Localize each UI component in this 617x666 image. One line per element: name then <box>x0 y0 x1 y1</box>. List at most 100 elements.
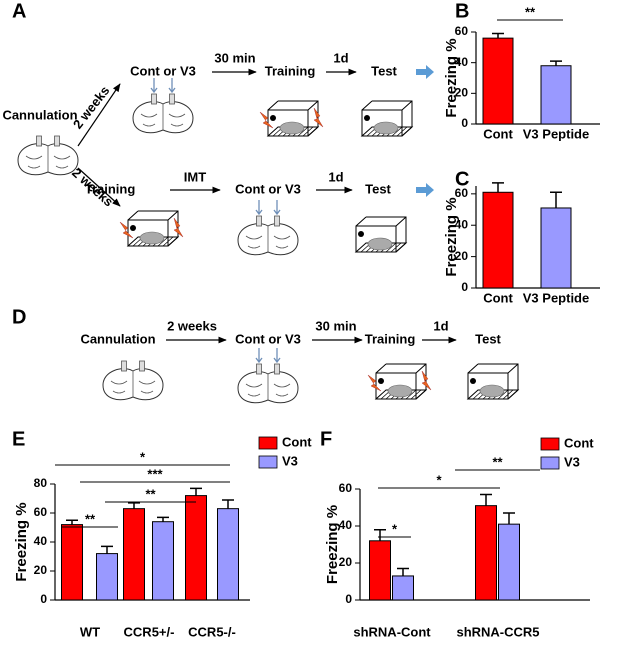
panel-label: E <box>12 428 25 450</box>
legend-label: V3 <box>564 454 580 469</box>
cue <box>470 378 476 384</box>
label: 1d <box>328 169 343 184</box>
grid-floor <box>157 236 169 247</box>
error-bar <box>222 499 234 509</box>
y-tick-label: 60 <box>339 481 353 495</box>
bar <box>369 540 391 601</box>
label: IMT <box>184 169 206 184</box>
shock <box>313 107 324 128</box>
label: Training <box>365 331 416 346</box>
legend-label: V3 <box>282 453 298 468</box>
mouse <box>479 384 505 398</box>
significance-label: ** <box>525 4 536 19</box>
injection-arrow <box>168 78 176 94</box>
grid-floor <box>297 126 309 137</box>
y-tick-label: 20 <box>455 249 469 263</box>
y-tick-label: 40 <box>34 534 48 548</box>
bar <box>482 37 514 125</box>
bar <box>152 521 174 601</box>
significance-label: * <box>392 521 398 536</box>
label: shRNA-CCR5 <box>456 624 539 639</box>
chamber <box>375 363 427 400</box>
bar <box>185 495 207 601</box>
significance-label: ** <box>85 511 96 526</box>
chamber <box>267 100 319 137</box>
label: CCR5-/- <box>188 624 236 639</box>
chamber-icon <box>367 363 432 400</box>
bar <box>392 575 414 601</box>
significance-label: *** <box>147 466 163 481</box>
significance-label: ** <box>145 486 156 501</box>
injection-arrow <box>255 348 263 364</box>
label: V3 Peptide <box>523 290 589 305</box>
label: Cont <box>483 290 513 305</box>
y-axis-label: Freezing % <box>13 502 30 581</box>
mouse <box>387 384 413 398</box>
cannula <box>169 93 175 105</box>
error-bar <box>550 60 562 66</box>
legend-swatch <box>258 455 278 469</box>
mouse <box>367 237 393 251</box>
label: Cont or V3 <box>235 331 301 346</box>
cannula <box>54 135 60 147</box>
y-axis-label: Freezing % <box>443 197 460 276</box>
legend-swatch <box>258 436 278 450</box>
injection-arrow <box>273 200 281 216</box>
bar <box>540 65 572 125</box>
cannula <box>256 363 262 375</box>
shock <box>259 111 274 129</box>
brain-icon <box>102 360 164 401</box>
bar <box>475 505 497 601</box>
y-tick-label: 60 <box>455 24 469 38</box>
mouse <box>373 121 399 135</box>
legend-swatch <box>540 437 560 451</box>
label: WT <box>80 624 100 639</box>
legend-label: Cont <box>282 434 312 449</box>
error-bar <box>374 528 386 541</box>
brain-icon <box>132 78 194 134</box>
error-bar <box>397 567 409 576</box>
bar <box>123 508 145 601</box>
cannula <box>274 363 280 375</box>
error-bar <box>190 487 202 496</box>
brain-icon <box>237 200 299 256</box>
grid-floor <box>405 389 417 400</box>
cue <box>364 115 370 121</box>
cue <box>378 378 384 384</box>
label: Test <box>365 181 391 196</box>
cannula <box>121 360 127 372</box>
error-bar <box>550 191 562 208</box>
error-bar <box>128 502 140 509</box>
grid-floor <box>385 242 397 253</box>
legend-label: Cont <box>564 435 594 450</box>
y-tick-label: 20 <box>455 86 469 100</box>
label: Training <box>85 181 136 196</box>
cannula <box>36 135 42 147</box>
grid-floor <box>391 126 403 137</box>
label: V3 Peptide <box>523 126 589 141</box>
y-tick-label: 80 <box>34 476 48 490</box>
brain-folds <box>245 226 291 252</box>
y-axis-label: Freezing % <box>324 505 341 584</box>
label: Cont or V3 <box>130 63 196 78</box>
chamber <box>127 210 179 247</box>
mouse <box>139 231 165 245</box>
y-tick-label: 60 <box>455 186 469 200</box>
cannula <box>274 215 280 227</box>
cannula <box>256 215 262 227</box>
label: CCR5+/- <box>124 624 175 639</box>
label: Test <box>475 331 501 346</box>
bar <box>498 523 520 601</box>
y-tick-label: 40 <box>455 217 469 231</box>
y-axis-label: Freezing % <box>443 38 460 117</box>
arrow <box>77 83 121 147</box>
chamber <box>355 216 407 253</box>
error-bar <box>66 519 78 525</box>
y-tick-label: 20 <box>34 563 48 577</box>
cue <box>130 225 136 231</box>
panel-label: F <box>320 428 332 450</box>
bar <box>482 191 514 289</box>
error-bar <box>492 32 504 39</box>
label: Cont <box>483 126 513 141</box>
